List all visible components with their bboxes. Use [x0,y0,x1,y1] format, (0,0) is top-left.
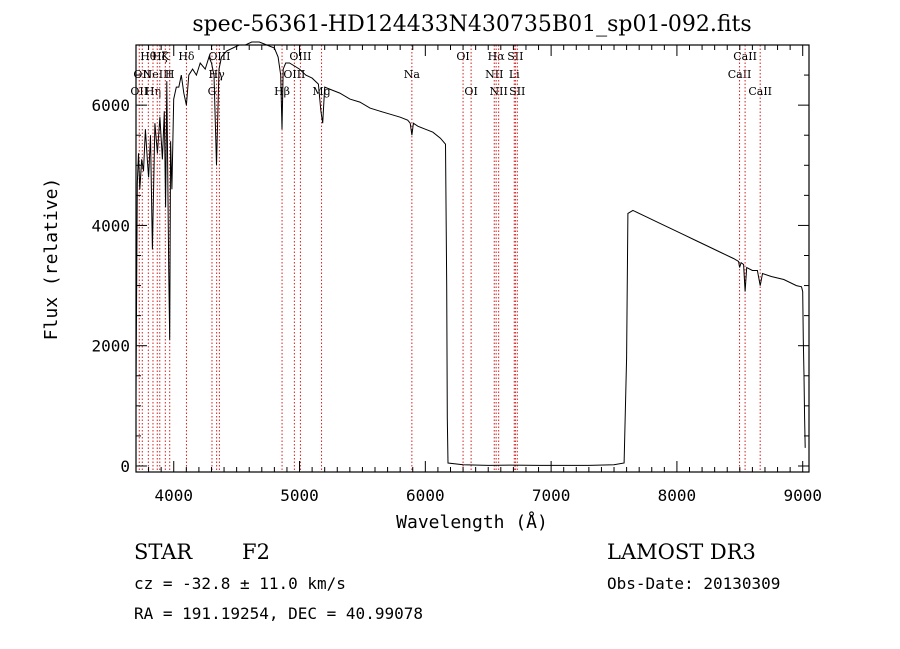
line-mark-label: Hζ [152,50,168,63]
object-type: STAR [134,540,193,564]
x-tick-label: 8000 [658,486,697,505]
line-mark-label: NII [490,85,508,98]
line-mark-label: Hδ [178,50,195,63]
line-mark-label: H [165,68,175,81]
x-tick-label: 6000 [406,486,445,505]
sky-coordinates: RA = 191.19254, DEC = 40.99078 [134,604,423,623]
spectrum-line [135,41,806,466]
line-mark-label: CaII [748,85,772,98]
observation-date: Obs-Date: 20130309 [607,574,781,593]
line-mark-label: Na [404,68,421,81]
line-mark-label: Hβ [274,85,290,98]
line-mark-label: CaII [733,50,757,63]
line-mark-label: G [208,85,217,98]
radial-velocity: cz = -32.8 ± 11.0 km/s [134,574,346,593]
x-tick-label: 9000 [783,486,822,505]
line-mark-label: Mg [312,85,330,98]
spectral-subclass: F2 [242,540,270,564]
line-mark-label: CaII [728,68,752,81]
line-mark-label: NII [485,68,503,81]
y-tick-label: 6000 [91,96,130,115]
x-tick-label: 5000 [280,486,319,505]
plot-frame [135,44,810,473]
x-axis-ticks: 4000 5000 6000 7000 8000 9000 [135,45,822,505]
x-axis-label: Wavelength (Å) [396,511,548,533]
line-mark-label: NeIII [143,68,172,81]
line-mark-label: SII [507,50,523,63]
y-axis-label: Flux (relative) [41,178,62,341]
y-tick-label: 0 [120,457,130,476]
line-mark-label: Hγ [209,68,226,81]
y-tick-label: 4000 [91,216,130,235]
line-mark-label: OII [133,68,151,81]
y-tick-label: 2000 [91,337,130,356]
y-axis-ticks: 0 2000 4000 6000 [91,44,809,476]
line-mark-label: OIII [283,68,305,81]
line-mark-label: OII [130,85,148,98]
spectral-line-markers: OIIOIIHθHηNeIIIHζKHHδGHγOIIIHβOIIIOIIIMg… [130,45,772,472]
line-mark-label: OI [464,85,477,98]
line-mark-label: K [161,50,170,63]
line-mark-label: Li [509,68,520,81]
line-mark-label: Hα [488,50,506,63]
line-mark-label: OI [456,50,469,63]
chart-title: spec-56361-HD124433N430735B01_sp01-092.f… [192,12,751,37]
line-mark-label: OIII [208,50,230,63]
line-mark-label: OIII [289,50,311,63]
x-tick-label: 4000 [154,486,193,505]
line-mark-label: SII [509,85,525,98]
survey-name: LAMOST DR3 [607,540,756,564]
line-mark-label: Hη [145,85,161,98]
x-tick-label: 7000 [532,486,571,505]
